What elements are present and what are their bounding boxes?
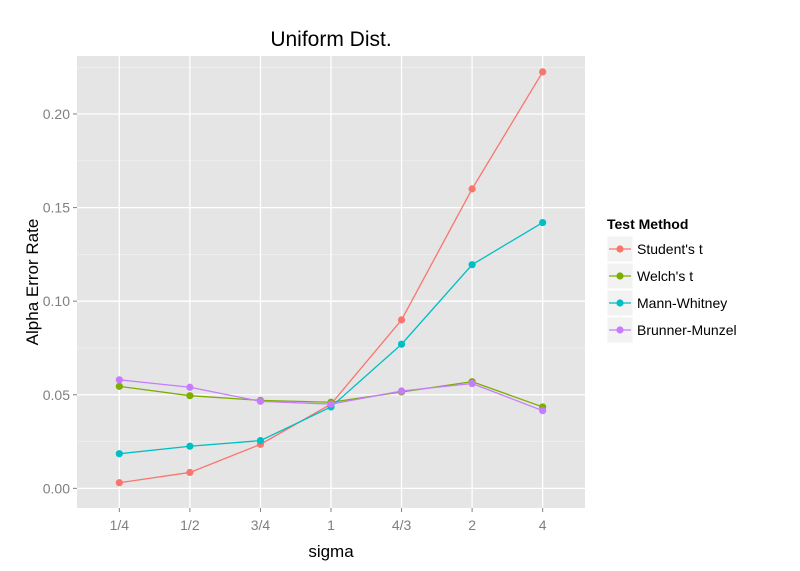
- y-tick-label: 0.15: [43, 200, 70, 216]
- x-tick-label: 1: [327, 517, 335, 533]
- x-tick-label: 3/4: [251, 517, 271, 533]
- series-group: [115, 376, 547, 415]
- y-axis-title: Alpha Error Rate: [23, 219, 42, 346]
- legend-label: Brunner-Munzel: [637, 322, 737, 338]
- axis-ticks: 0.00 0.05 0.10 0.15 0.20 1/4 1/2 3/4 1 4/3 2 4: [43, 106, 547, 533]
- legend-item: Brunner-Munzel: [606, 316, 737, 344]
- y-tick-label: 0.20: [43, 106, 70, 122]
- x-tick-label: 4: [539, 517, 547, 533]
- legend-key-point: [616, 326, 624, 334]
- data-point: [115, 382, 123, 390]
- data-point: [539, 68, 547, 76]
- data-point: [397, 316, 406, 324]
- legend-title: Test Method: [607, 216, 688, 232]
- x-axis-title: sigma: [308, 542, 354, 561]
- data-point: [186, 383, 194, 391]
- legend-key-point: [616, 272, 624, 280]
- legend-label: Mann-Whitney: [637, 295, 727, 311]
- legend-item: Welch's t: [606, 262, 693, 290]
- data-point: [186, 442, 194, 450]
- data-point: [327, 400, 335, 408]
- legend-label: Student's t: [637, 241, 703, 257]
- x-tick-label: 1/4: [110, 517, 130, 533]
- x-tick-label: 4/3: [392, 517, 412, 533]
- data-point: [256, 397, 265, 405]
- data-point: [115, 376, 123, 384]
- data-point: [468, 379, 476, 388]
- data-point: [397, 387, 406, 395]
- data-point: [468, 261, 476, 269]
- series-layer: [115, 68, 547, 487]
- data-point: [539, 218, 547, 227]
- x-tick-label: 1/2: [180, 517, 200, 533]
- y-tick-label: 0.05: [43, 387, 70, 403]
- legend: Test Method Student's t Welch's t Mann-Whi…: [606, 216, 737, 344]
- x-tick-label: 2: [468, 517, 476, 533]
- legend-key-point: [616, 299, 624, 307]
- data-point: [539, 407, 547, 415]
- data-point: [468, 185, 476, 193]
- y-tick-label: 0.10: [43, 293, 70, 309]
- data-point: [397, 340, 406, 348]
- chart-title: Uniform Dist.: [270, 28, 391, 51]
- data-point: [115, 479, 123, 487]
- legend-item: Mann-Whitney: [606, 289, 727, 317]
- data-point: [186, 468, 194, 477]
- y-tick-label: 0.00: [43, 480, 70, 496]
- legend-label: Welch's t: [637, 268, 693, 284]
- legend-item: Student's t: [606, 235, 703, 263]
- data-point: [115, 450, 123, 458]
- grid-lines: [77, 56, 585, 508]
- legend-key-point: [616, 245, 624, 253]
- data-point: [256, 437, 265, 445]
- data-point: [186, 392, 194, 400]
